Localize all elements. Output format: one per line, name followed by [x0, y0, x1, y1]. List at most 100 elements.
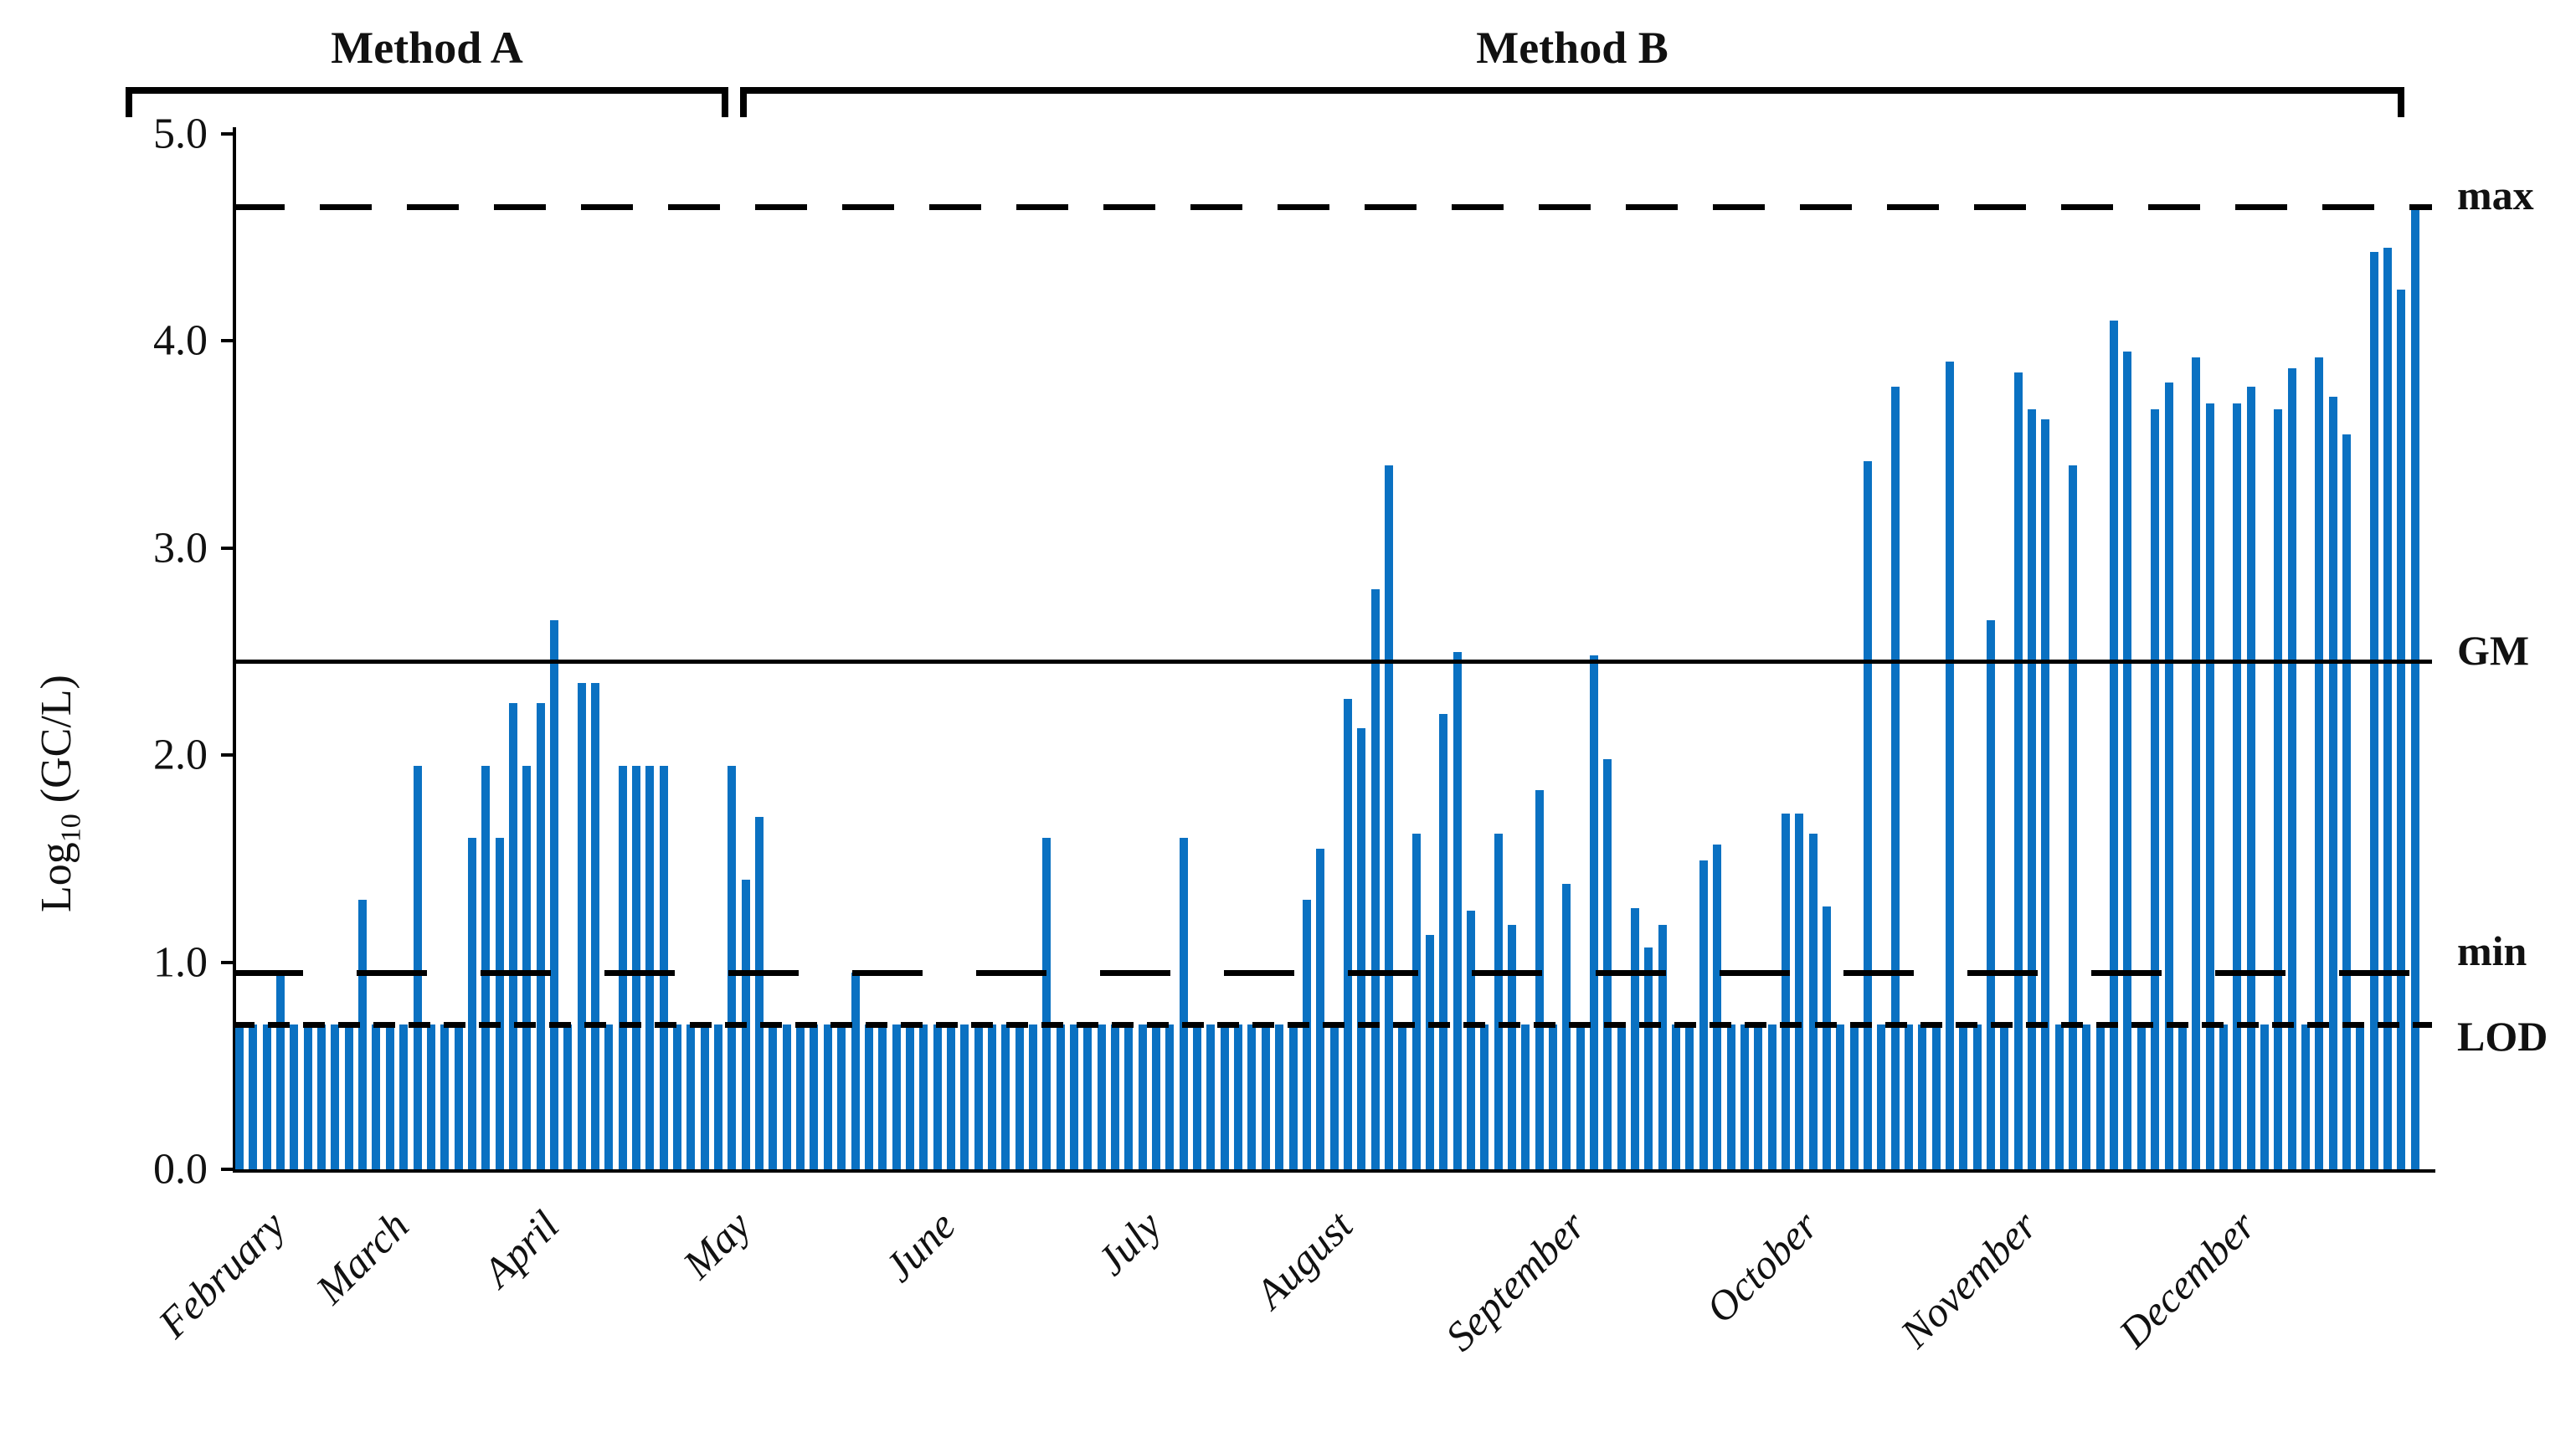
y-tick-mark-5.0 [221, 132, 233, 136]
bar [454, 1024, 463, 1169]
bar [919, 1024, 928, 1169]
bar [2315, 357, 2324, 1169]
bar [1070, 1024, 1078, 1169]
bar [1193, 1024, 1202, 1169]
bar [1439, 713, 1448, 1169]
y-tick-mark-2.0 [221, 753, 233, 757]
bar [1411, 834, 1421, 1169]
bar [1931, 1024, 1941, 1169]
bar [2233, 403, 2242, 1169]
bar [2069, 465, 2078, 1169]
y-tick-label-4.0: 4.0 [153, 316, 208, 365]
month-label-july: July [1087, 1201, 1170, 1285]
bar [440, 1024, 450, 1169]
y-tick-label-5.0: 5.0 [153, 110, 208, 158]
bar [1247, 1024, 1257, 1169]
y-tick-mark-4.0 [221, 339, 233, 343]
bar [235, 1024, 244, 1169]
bar [2151, 409, 2160, 1169]
bar [2356, 1024, 2365, 1169]
month-label-november: November [1890, 1201, 2046, 1357]
bar [1042, 838, 1051, 1169]
bar [1343, 699, 1352, 1169]
y-tick-label-2.0: 2.0 [153, 731, 208, 779]
bar [1987, 620, 1995, 1169]
bar [2178, 1024, 2187, 1169]
bar [1576, 1024, 1585, 1169]
bar [1658, 925, 1667, 1169]
bar [1179, 838, 1188, 1169]
bar [1521, 1024, 1530, 1169]
bar [1398, 1024, 1407, 1169]
bar [276, 973, 285, 1169]
bar [1316, 848, 1325, 1169]
bar [1001, 1024, 1010, 1169]
max-line [233, 203, 2432, 210]
bar [632, 765, 640, 1169]
bar [1740, 1024, 1749, 1169]
bar [1863, 460, 1872, 1169]
bar [810, 1024, 819, 1169]
method-a-bracket [126, 87, 728, 119]
bar [1535, 790, 1544, 1169]
min-line [233, 969, 2432, 976]
bar [1877, 1024, 1886, 1169]
bar [481, 765, 491, 1169]
lod-label: LOD [2457, 1012, 2548, 1060]
bar [1754, 1024, 1763, 1169]
month-label-september: September [1436, 1201, 1594, 1360]
bar [2123, 351, 2132, 1169]
y-tick-label-1.0: 1.0 [153, 938, 208, 987]
bar [1795, 813, 1804, 1169]
bar [317, 1024, 326, 1169]
month-label-december: December [2109, 1201, 2265, 1357]
gm-line [233, 659, 2432, 664]
bar [1206, 1024, 1216, 1169]
bar [1685, 1024, 1694, 1169]
gm-label: GM [2457, 626, 2530, 674]
bar [344, 1024, 353, 1169]
max-label: max [2457, 171, 2534, 218]
bar [1124, 1024, 1134, 1169]
bar [1822, 906, 1831, 1169]
bar [1946, 362, 1954, 1169]
bar [1603, 759, 1612, 1169]
bar [755, 817, 764, 1169]
bar [933, 1024, 942, 1169]
month-label-june: June [875, 1201, 965, 1292]
bar [2287, 367, 2296, 1169]
bar [1384, 465, 1393, 1169]
bar [673, 1024, 681, 1169]
y-tick-label-3.0: 3.0 [153, 524, 208, 573]
bar [1918, 1024, 1927, 1169]
bar [1370, 589, 1380, 1169]
bar [905, 1024, 914, 1169]
month-label-april: April [473, 1201, 568, 1296]
bar [987, 1024, 996, 1169]
bar [1220, 1024, 1229, 1169]
y-tick-mark-1.0 [221, 960, 233, 964]
bar [1028, 1024, 1037, 1169]
bar [495, 838, 504, 1169]
bar [2082, 1024, 2091, 1169]
bar [823, 1024, 832, 1169]
bar [467, 838, 476, 1169]
bar [2369, 252, 2378, 1169]
bar [878, 1024, 887, 1169]
bar [700, 1024, 709, 1169]
lod-line [233, 1021, 2432, 1028]
bar [358, 900, 368, 1169]
bar [249, 1024, 258, 1169]
bar [1972, 1024, 1982, 1169]
y-axis-line [233, 127, 236, 1173]
bar [536, 703, 545, 1169]
bar [1699, 860, 1708, 1169]
bar [577, 682, 586, 1169]
bar [1015, 1024, 1024, 1169]
bar [1726, 1024, 1735, 1169]
bar [851, 973, 860, 1169]
y-axis-title: Log10 (GC/L) [32, 675, 87, 912]
bar [1631, 908, 1640, 1169]
bar [1288, 1024, 1298, 1169]
